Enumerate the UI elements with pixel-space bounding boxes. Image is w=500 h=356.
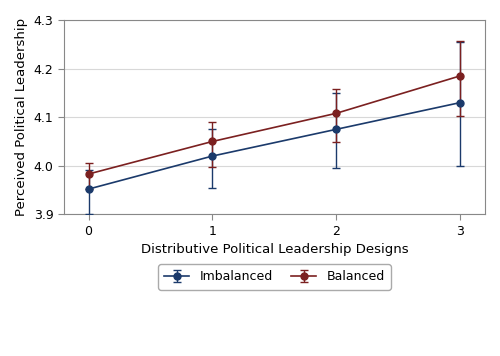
X-axis label: Distributive Political Leadership Designs: Distributive Political Leadership Design… (140, 243, 408, 256)
Legend: Imbalanced, Balanced: Imbalanced, Balanced (158, 264, 391, 290)
Y-axis label: Perceived Political Leadership: Perceived Political Leadership (15, 18, 28, 216)
